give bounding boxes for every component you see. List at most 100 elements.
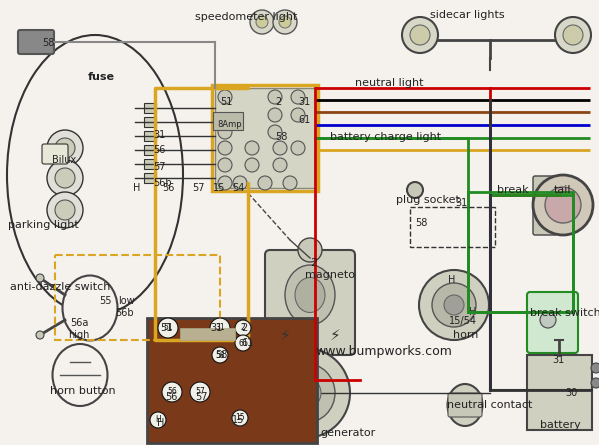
Text: 15/54: 15/54 bbox=[449, 316, 477, 326]
Text: 58: 58 bbox=[215, 350, 228, 360]
Text: 57: 57 bbox=[192, 183, 204, 193]
Bar bbox=[180, 328, 235, 340]
Circle shape bbox=[273, 10, 297, 34]
Text: 56: 56 bbox=[165, 392, 177, 402]
Text: 58: 58 bbox=[215, 351, 225, 360]
Circle shape bbox=[289, 377, 321, 409]
Text: 51: 51 bbox=[163, 324, 173, 332]
Text: H: H bbox=[448, 275, 455, 285]
Circle shape bbox=[444, 295, 464, 315]
Circle shape bbox=[47, 160, 83, 196]
Circle shape bbox=[591, 378, 599, 388]
Text: 51: 51 bbox=[160, 323, 173, 333]
Text: www.bumpworks.com: www.bumpworks.com bbox=[315, 345, 452, 358]
Text: 55: 55 bbox=[99, 296, 111, 306]
Circle shape bbox=[55, 200, 75, 220]
Text: 30: 30 bbox=[565, 388, 577, 398]
Text: 2: 2 bbox=[241, 324, 246, 332]
Text: magneto: magneto bbox=[305, 270, 355, 280]
Text: neutral light: neutral light bbox=[355, 78, 423, 88]
Text: fuse: fuse bbox=[88, 72, 115, 82]
Circle shape bbox=[410, 25, 430, 45]
Text: 2: 2 bbox=[241, 323, 247, 333]
Bar bbox=[144, 145, 156, 155]
Text: 31: 31 bbox=[552, 355, 564, 365]
Text: 15: 15 bbox=[232, 415, 244, 425]
Text: sidecar lights: sidecar lights bbox=[430, 10, 504, 20]
Text: battery: battery bbox=[540, 420, 581, 430]
Text: 51: 51 bbox=[220, 97, 232, 107]
Text: 31: 31 bbox=[153, 130, 165, 140]
Circle shape bbox=[256, 16, 268, 28]
Circle shape bbox=[268, 108, 282, 122]
Text: ⚡: ⚡ bbox=[329, 328, 340, 343]
Text: ⚡: ⚡ bbox=[280, 328, 291, 343]
Text: horn button: horn button bbox=[50, 386, 116, 396]
Ellipse shape bbox=[295, 278, 325, 312]
Circle shape bbox=[279, 16, 291, 28]
Bar bbox=[213, 112, 243, 130]
Text: 61: 61 bbox=[238, 339, 248, 348]
Circle shape bbox=[235, 335, 251, 351]
Circle shape bbox=[55, 138, 75, 158]
Text: break switch: break switch bbox=[530, 308, 599, 318]
Text: 58: 58 bbox=[42, 38, 55, 48]
Circle shape bbox=[218, 176, 232, 190]
Bar bbox=[144, 173, 156, 183]
Circle shape bbox=[402, 17, 438, 53]
Circle shape bbox=[273, 141, 287, 155]
Circle shape bbox=[218, 90, 232, 104]
Circle shape bbox=[591, 363, 599, 373]
Circle shape bbox=[273, 158, 287, 172]
Text: break: break bbox=[497, 185, 529, 195]
Text: 58: 58 bbox=[275, 132, 288, 142]
Text: 57: 57 bbox=[195, 388, 205, 396]
Circle shape bbox=[212, 347, 228, 363]
Circle shape bbox=[47, 130, 83, 166]
FancyBboxPatch shape bbox=[527, 292, 578, 353]
Circle shape bbox=[210, 318, 230, 338]
Text: 15: 15 bbox=[235, 413, 245, 422]
Text: 56a: 56a bbox=[70, 318, 89, 328]
Bar bbox=[144, 159, 156, 169]
Text: battery charge light: battery charge light bbox=[330, 132, 441, 142]
Text: 2: 2 bbox=[275, 97, 282, 107]
Text: generator: generator bbox=[320, 428, 375, 438]
Circle shape bbox=[260, 348, 350, 438]
Text: H: H bbox=[133, 183, 140, 193]
Text: high: high bbox=[68, 330, 89, 340]
Circle shape bbox=[275, 363, 335, 423]
Bar bbox=[144, 117, 156, 127]
Text: H: H bbox=[155, 416, 161, 425]
Text: 31: 31 bbox=[210, 323, 222, 333]
Circle shape bbox=[298, 238, 322, 262]
Text: 31: 31 bbox=[298, 97, 310, 107]
Bar bbox=[55, 255, 220, 340]
Text: 57: 57 bbox=[195, 392, 207, 402]
Circle shape bbox=[245, 158, 259, 172]
Text: low: low bbox=[118, 296, 135, 306]
Text: 8Amp: 8Amp bbox=[217, 120, 241, 129]
Circle shape bbox=[268, 90, 282, 104]
Text: anti-dazzle switch: anti-dazzle switch bbox=[10, 282, 110, 292]
FancyBboxPatch shape bbox=[18, 30, 54, 54]
FancyBboxPatch shape bbox=[42, 144, 68, 164]
Text: H: H bbox=[157, 418, 164, 428]
Text: 56b: 56b bbox=[115, 308, 134, 318]
Text: 58: 58 bbox=[415, 218, 427, 228]
Circle shape bbox=[55, 168, 75, 188]
Ellipse shape bbox=[285, 265, 335, 325]
Circle shape bbox=[150, 412, 166, 428]
Ellipse shape bbox=[7, 35, 183, 315]
Text: speedometer light: speedometer light bbox=[195, 12, 297, 22]
Circle shape bbox=[47, 192, 83, 228]
Text: 56: 56 bbox=[153, 145, 165, 155]
Circle shape bbox=[218, 158, 232, 172]
Circle shape bbox=[291, 90, 305, 104]
Bar bbox=[144, 103, 156, 113]
Bar bbox=[527, 355, 592, 430]
Circle shape bbox=[218, 141, 232, 155]
Ellipse shape bbox=[53, 344, 107, 406]
Ellipse shape bbox=[447, 384, 483, 426]
Bar bbox=[410, 207, 495, 247]
